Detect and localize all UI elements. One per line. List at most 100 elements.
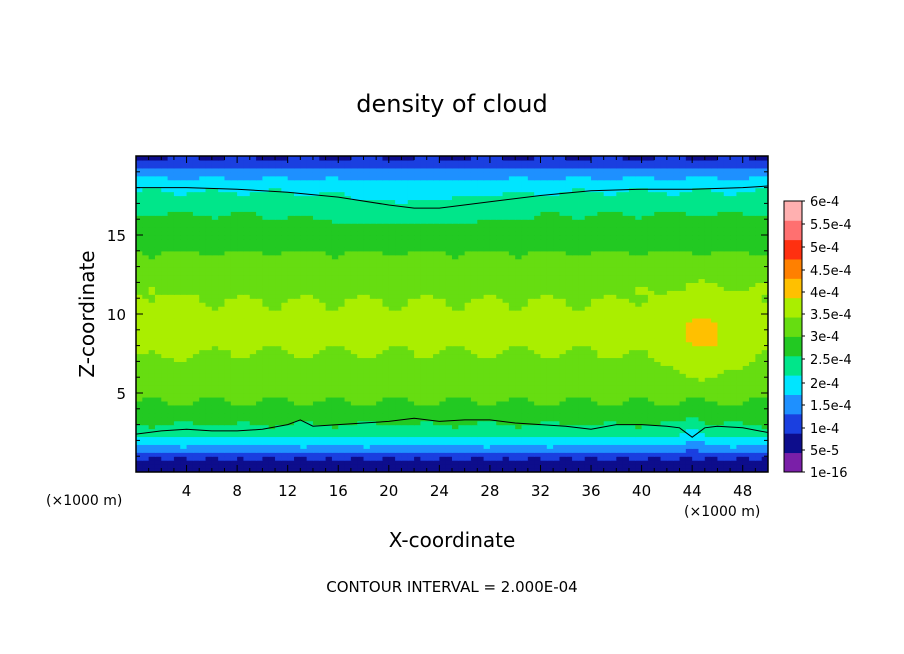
field-cell	[647, 452, 655, 457]
field-cell	[249, 436, 257, 441]
field-cell	[173, 468, 181, 472]
field-cell	[470, 329, 478, 335]
field-cell	[755, 424, 763, 430]
field-cell	[350, 274, 358, 280]
field-cell	[692, 361, 700, 366]
field-cell	[350, 337, 358, 343]
field-cell	[224, 361, 232, 366]
field-cell	[426, 329, 434, 335]
field-cell	[262, 440, 270, 445]
field-cell	[470, 365, 478, 370]
field-cell	[388, 317, 396, 323]
field-cell	[603, 337, 611, 343]
field-cell	[224, 349, 232, 355]
field-cell	[350, 361, 358, 366]
field-cell	[319, 385, 327, 390]
field-cell	[565, 400, 573, 406]
field-cell	[534, 377, 542, 382]
field-cell	[698, 310, 706, 315]
field-cell	[641, 464, 649, 469]
field-cell	[445, 448, 453, 453]
field-cell	[616, 321, 624, 327]
field-cell	[249, 298, 257, 303]
field-cell	[192, 345, 200, 351]
field-cell	[433, 302, 440, 307]
field-cell	[344, 325, 352, 331]
field-cell	[704, 314, 712, 319]
field-cell	[578, 436, 586, 441]
field-cell	[148, 365, 156, 370]
field-cell	[540, 396, 548, 402]
field-cell	[603, 393, 611, 398]
field-cell	[704, 302, 712, 307]
field-cell	[679, 424, 687, 430]
field-cell	[666, 452, 674, 457]
field-cell	[192, 310, 200, 315]
field-cell	[483, 440, 491, 445]
field-cell	[369, 357, 377, 362]
field-cell	[470, 420, 478, 426]
field-cell	[692, 440, 700, 445]
field-cell	[407, 333, 415, 339]
field-cell	[369, 377, 377, 382]
field-cell	[647, 432, 655, 438]
field-cell	[458, 314, 466, 319]
field-cell	[294, 274, 301, 280]
field-cell	[401, 345, 409, 351]
field-cell	[736, 337, 744, 343]
field-cell	[502, 440, 510, 445]
field-cell	[723, 357, 731, 362]
field-cell	[679, 412, 687, 418]
field-cell	[395, 357, 403, 362]
field-cell	[433, 357, 440, 362]
field-cell	[521, 325, 529, 331]
field-cell	[591, 278, 598, 283]
field-cell	[521, 464, 529, 469]
field-cell	[483, 377, 491, 382]
field-cell	[249, 317, 257, 323]
field-cell	[281, 306, 289, 311]
field-cell	[199, 452, 207, 457]
field-cell	[711, 310, 719, 315]
field-cell	[711, 357, 719, 362]
field-cell	[603, 444, 611, 449]
field-cell	[692, 286, 700, 291]
field-cell	[331, 420, 339, 426]
field-cell	[281, 325, 289, 331]
field-cell	[660, 306, 668, 311]
field-cell	[685, 385, 693, 390]
field-cell	[369, 333, 377, 339]
field-cell	[477, 456, 485, 461]
field-cell	[521, 314, 529, 319]
field-cell	[534, 452, 542, 457]
field-cell	[622, 452, 630, 457]
field-cell	[148, 377, 156, 382]
field-cell	[420, 424, 428, 430]
field-cell	[376, 460, 384, 465]
field-cell	[230, 290, 238, 295]
field-cell	[294, 325, 301, 331]
field-cell	[572, 369, 579, 374]
field-cell	[572, 274, 579, 280]
field-cell	[407, 456, 415, 461]
field-cell	[749, 278, 756, 283]
field-cell	[382, 278, 390, 283]
field-cell	[388, 424, 396, 430]
field-cell	[673, 369, 681, 374]
field-cell	[306, 377, 314, 382]
field-cell	[237, 404, 245, 410]
field-cell	[730, 353, 737, 359]
field-cell	[761, 333, 768, 339]
field-cell	[281, 373, 289, 378]
field-cell	[647, 385, 655, 390]
field-cell	[148, 333, 156, 339]
field-cell	[534, 448, 542, 453]
field-cell	[433, 329, 440, 335]
field-cell	[154, 321, 162, 327]
field-cell	[312, 440, 320, 445]
field-cell	[173, 357, 181, 362]
field-cell	[717, 468, 725, 472]
field-cell	[357, 373, 365, 378]
field-cell	[319, 278, 327, 283]
field-cell	[224, 408, 232, 414]
